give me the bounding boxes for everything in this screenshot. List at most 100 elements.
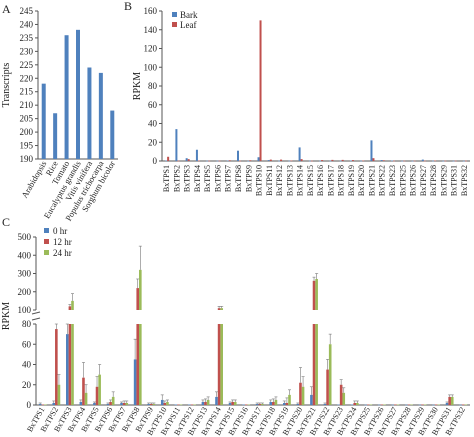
bar-c-upper-24-hr-bxtps3 [71, 300, 74, 310]
axis-c-break-mark [31, 317, 41, 321]
bar-b-leaf-bxtps17 [331, 159, 334, 161]
bar-b-bark-bxtps12 [278, 160, 281, 162]
tick-label-a-x: Arabidopsis [19, 159, 48, 200]
bar-b-bark-bxtps10 [257, 157, 260, 161]
bar-b-bark-bxtps31 [452, 160, 455, 162]
tick-label-b-y: 0 [153, 156, 158, 166]
legend-b-label-bark: Bark [180, 10, 198, 20]
bar-c-12-hr-bxtps19 [285, 402, 289, 405]
bar-c-24-hr-bxtps21 [315, 324, 318, 405]
axis-title-b-y: RPKM [132, 72, 143, 100]
legend-c-swatch-24-hr [44, 250, 49, 255]
bar-c-24-hr-bxtps3 [71, 324, 74, 405]
bar-b-leaf-bxtps23 [393, 160, 395, 162]
tick-label-b-y: 80 [148, 81, 158, 91]
bar-c-0-hr-bxtps21 [310, 394, 313, 405]
tick-label-b-x: BxTPS17 [326, 165, 335, 196]
tick-label-a-y: 220 [20, 73, 34, 83]
bar-c-24-hr-bxtps28 [410, 404, 413, 406]
bar-b-bark-bxtps3 [185, 158, 188, 161]
bar-b-leaf-bxtps14 [300, 159, 303, 161]
bar-c-24-hr-bxtps1 [44, 404, 47, 406]
bar-c-12-hr-bxtps9 [149, 403, 153, 405]
bar-b-bark-bxtps11 [267, 160, 270, 161]
tick-label-b-x: BxTPS31 [450, 165, 459, 196]
bar-b-bark-bxtps28 [432, 160, 435, 162]
bar-c-0-hr-bxtps25 [364, 404, 367, 406]
bar-b-leaf-bxtps12 [280, 159, 283, 161]
tick-label-c-y: 200 [18, 287, 32, 297]
bar-c-0-hr-bxtps22 [323, 403, 327, 405]
bar-c-upper-24-hr-bxtps21 [315, 278, 318, 310]
bar-b-leaf-bxtps10 [259, 20, 262, 161]
tick-label-b-x: BxTPS2 [172, 165, 181, 192]
tick-label-b-x: BxTPS14 [296, 165, 305, 196]
bar-c-12-hr-bxtps14 [217, 324, 221, 405]
bar-b-bark-bxtps18 [339, 160, 342, 162]
bar-a-arabidopsis [41, 83, 46, 159]
bar-c-24-hr-bxtps27 [396, 404, 400, 406]
bar-c-24-hr-bxtps22 [328, 344, 332, 405]
tick-label-b-x: BxTPS4 [193, 165, 202, 192]
bar-b-bark-bxtps4 [195, 149, 198, 161]
bar-b-leaf-bxtps29 [444, 160, 447, 162]
bar-b-bark-bxtps14 [298, 147, 301, 161]
tick-label-c-y: 80 [22, 319, 32, 329]
tick-label-a-y: 245 [20, 6, 34, 16]
bar-c-12-hr-bxtps29 [421, 404, 424, 406]
bar-c-24-hr-bxtps5 [98, 374, 101, 405]
bar-c-24-hr-bxtps7 [125, 402, 129, 405]
bar-c-0-hr-bxtps18 [269, 401, 273, 405]
bar-c-0-hr-bxtps7 [120, 402, 123, 405]
bar-c-0-hr-bxtps32 [459, 404, 462, 406]
tick-label-b-x: BxTPS27 [419, 165, 428, 196]
bar-c-0-hr-bxtps14 [215, 396, 218, 405]
bar-c-24-hr-bxtps11 [179, 404, 183, 406]
tick-label-b-y: 20 [148, 137, 158, 147]
bar-c-0-hr-bxtps23 [337, 404, 340, 406]
bar-a-vitis-vinifera [87, 67, 92, 159]
tick-label-b-x: BxTPS19 [347, 165, 356, 196]
bar-c-24-hr-bxtps12 [193, 404, 196, 406]
bar-c-24-hr-bxtps19 [288, 394, 291, 405]
tick-label-b-x: BxTPS11 [265, 165, 274, 196]
tick-label-b-x: BxTPS3 [183, 165, 192, 192]
bar-c-12-hr-bxtps15 [231, 401, 234, 405]
bar-c-upper-12-hr-bxtps8 [136, 288, 140, 310]
bar-c-24-hr-bxtps9 [152, 403, 156, 405]
bar-b-bark-bxtps21 [370, 140, 373, 161]
bar-b-leaf-bxtps19 [351, 160, 354, 161]
tick-label-b-x: BxTPS9 [244, 165, 253, 192]
chart-c-rpkm-timecourse: 020406080100200300400500RPKMBxTPS1BxTPS2… [1, 226, 470, 437]
bar-c-12-hr-bxtps31 [448, 396, 451, 405]
bar-b-leaf-bxtps21 [372, 158, 375, 161]
bar-c-12-hr-bxtps27 [394, 404, 397, 406]
legend-b-swatch-bark [172, 12, 177, 17]
legend-c-label-12-hr: 12 hr [53, 237, 72, 247]
bar-b-bark-bxtps6 [216, 160, 219, 162]
tick-label-b-x: BxTPS1 [162, 165, 171, 192]
axis-title-c-y: RPKM [1, 302, 12, 330]
bar-c-0-hr-bxtps1 [38, 403, 42, 405]
legend-c-label-0-hr: 0 hr [53, 226, 67, 236]
bar-c-24-hr-bxtps14 [220, 324, 223, 405]
tick-label-c-y: 40 [22, 360, 32, 370]
tick-label-b-x: BxTPS18 [337, 165, 346, 196]
tick-label-a-y: 235 [20, 33, 34, 43]
bar-b-bark-bxtps25 [401, 160, 404, 162]
bar-b-leaf-bxtps27 [423, 160, 426, 162]
tick-label-a-y: 240 [20, 19, 34, 29]
tick-label-c-y: 500 [18, 232, 32, 242]
bar-c-0-hr-bxtps27 [391, 404, 395, 406]
bar-c-24-hr-bxtps16 [247, 404, 251, 406]
tick-label-b-x: BxTPS15 [306, 165, 315, 196]
bar-c-12-hr-bxtps20 [299, 382, 302, 405]
bar-c-12-hr-bxtps24 [353, 402, 357, 405]
bar-c-12-hr-bxtps12 [190, 404, 194, 406]
tick-label-b-x: BxTPS8 [234, 165, 243, 192]
bar-b-leaf-bxtps13 [290, 160, 293, 162]
tick-label-b-y: 40 [148, 119, 158, 129]
bar-c-0-hr-bxtps15 [228, 402, 232, 405]
tick-label-c-y: 300 [18, 269, 32, 279]
